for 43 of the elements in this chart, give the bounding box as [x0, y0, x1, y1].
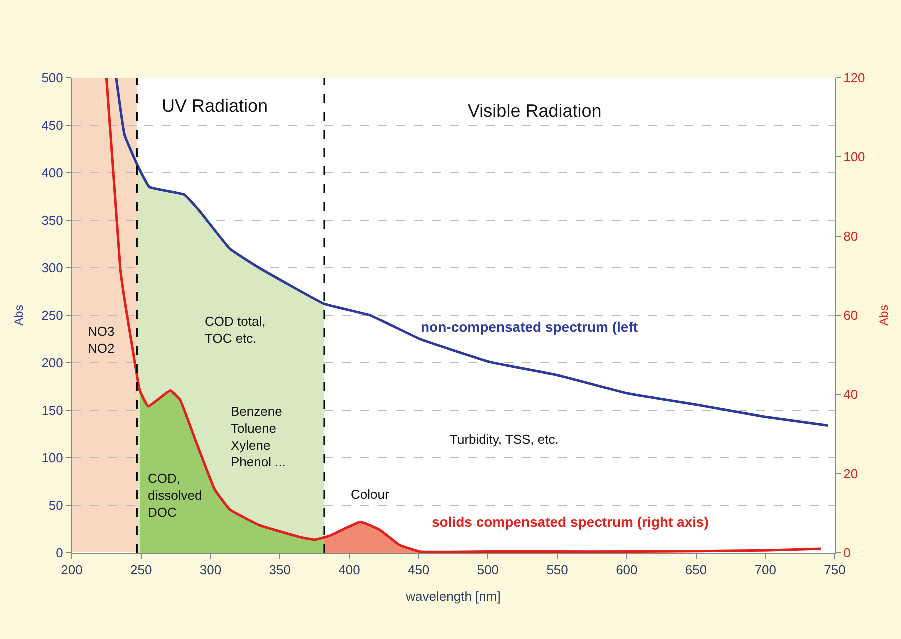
x-tick-label: 200 — [61, 562, 83, 578]
x-axis-title: wavelength [nm] — [405, 589, 501, 604]
x-tick-label: 750 — [824, 562, 846, 578]
x-tick-label: 350 — [269, 562, 291, 578]
y-tick-label: 250 — [42, 308, 64, 324]
y-tick-label: 0 — [56, 546, 64, 561]
y2-axis-title: Abs — [877, 305, 892, 326]
x-tick-label: 700 — [754, 562, 776, 578]
annotation: NO3 NO2 — [88, 324, 115, 356]
series-label: non-compensated spectrum (left — [421, 319, 638, 335]
annotation: Visible Radiation — [468, 101, 602, 121]
annotation: Turbidity, TSS, etc. — [450, 432, 559, 447]
x-tick-label: 500 — [477, 562, 500, 578]
y2-tick-label: 20 — [844, 466, 858, 482]
y2-tick-label: 120 — [844, 70, 866, 86]
x-tick-label: 250 — [130, 562, 152, 578]
y-tick-label: 350 — [42, 213, 64, 228]
annotation: COD total, TOC etc. — [205, 314, 266, 346]
y2-tick-label: 100 — [844, 150, 866, 165]
series-label: solids compensated spectrum (right axis) — [432, 514, 709, 530]
y-tick-label: 450 — [42, 118, 64, 134]
annotation: Benzene Toluene Xylene Phenol ... — [231, 404, 286, 470]
x-tick-label: 600 — [616, 562, 638, 578]
x-tick-label: 450 — [408, 562, 430, 578]
y-axis-title: Abs — [12, 305, 26, 326]
y-tick-label: 100 — [42, 450, 64, 466]
y-tick-label: 50 — [48, 498, 64, 514]
y2-tick-label: 0 — [844, 546, 851, 561]
x-tick-label: 650 — [685, 562, 708, 578]
y-tick-label: 400 — [42, 166, 64, 181]
y-tick-label: 300 — [42, 260, 64, 276]
y2-tick-label: 40 — [844, 387, 858, 402]
annotation: COD, dissolved DOC — [148, 471, 202, 520]
y-tick-label: 150 — [42, 403, 64, 418]
y-tick-label: 500 — [42, 70, 64, 86]
y2-tick-label: 80 — [844, 228, 858, 244]
y-tick-label: 200 — [42, 356, 64, 371]
x-tick-label: 550 — [546, 562, 568, 578]
x-tick-label: 300 — [200, 562, 222, 578]
x-tick-label: 400 — [338, 562, 360, 578]
annotation: UV Radiation — [162, 96, 268, 116]
annotation: Colour — [351, 487, 390, 502]
y2-tick-label: 60 — [844, 308, 858, 324]
